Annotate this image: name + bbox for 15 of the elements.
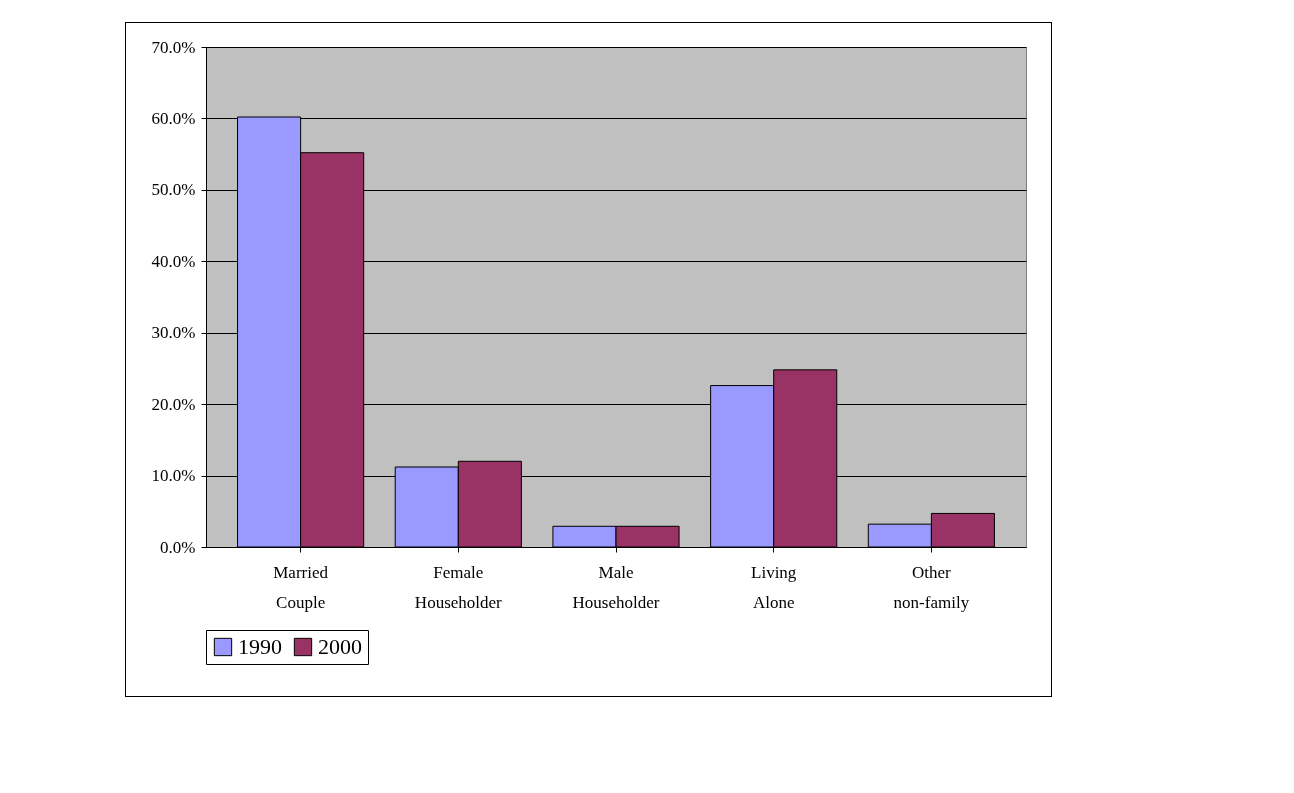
y-tick-label: 20.0% xyxy=(151,394,196,414)
y-tick-label: 30.0% xyxy=(151,323,196,343)
x-tick-label: Living Alone xyxy=(751,562,797,612)
y-tick-label: 70.0% xyxy=(151,37,196,57)
y-tick-label: 50.0% xyxy=(151,180,196,200)
y-tick-label: 0.0% xyxy=(160,537,196,557)
legend-label: 2000 xyxy=(318,634,362,659)
x-tick-label: Male Householder xyxy=(572,562,660,612)
y-tick-label: 60.0% xyxy=(151,108,196,128)
legend-label: 1990 xyxy=(238,634,282,659)
y-tick-label: 10.0% xyxy=(151,466,196,486)
x-tick-label: Married Couple xyxy=(273,562,329,612)
x-tick-label: Female Householder xyxy=(414,562,503,612)
y-tick-label: 40.0% xyxy=(151,251,196,271)
x-tick-label: Other non-family xyxy=(893,562,970,612)
